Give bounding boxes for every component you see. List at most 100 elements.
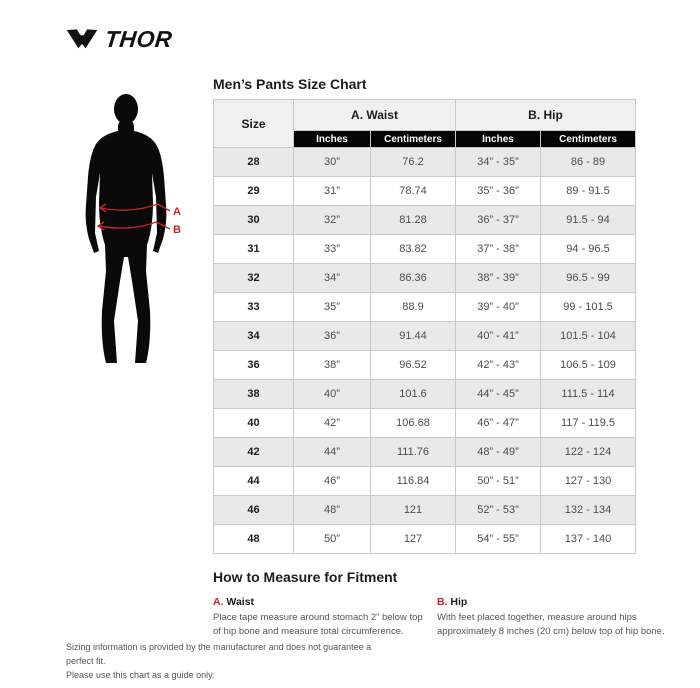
size-cell: 48 — [213, 524, 294, 554]
hip-inches-cell: 40” - 41” — [455, 321, 541, 351]
waist-inches-cell: 32” — [293, 205, 371, 235]
waist-cm-cell: 127 — [370, 524, 456, 554]
table-row: 36 38” 96.52 42” - 43” 106.5 - 109 — [213, 350, 637, 380]
size-cell: 42 — [213, 437, 294, 467]
waist-inches-cell: 44” — [293, 437, 371, 467]
waist-label-a: A — [173, 206, 181, 218]
hip-inches-cell: 54” - 55” — [455, 524, 541, 554]
measure-label-hip: Hip — [450, 596, 468, 608]
waist-measure-line — [100, 203, 171, 212]
size-cell: 34 — [213, 321, 294, 351]
hip-inches-cell: 44” - 45” — [455, 379, 541, 409]
waist-inches-cell: 48” — [293, 495, 371, 525]
waist-cm-cell: 121 — [370, 495, 456, 525]
hip-measure-line — [98, 221, 171, 230]
subheader-hip-inches: Inches — [455, 130, 541, 148]
hip-inches-cell: 35” - 36” — [455, 176, 541, 206]
hip-inches-cell: 37” - 38” — [455, 234, 541, 264]
thor-logo: THOR — [66, 26, 174, 53]
size-chart-body: 28 30” 76.2 34” - 35” 86 - 89 29 31” 78.74 35” -… — [213, 147, 637, 554]
hip-inches-cell: 50” - 51” — [455, 466, 541, 496]
waist-inches-cell: 46” — [293, 466, 371, 496]
hip-label-b: B — [173, 224, 181, 236]
hip-cm-cell: 122 - 124 — [539, 437, 637, 467]
hip-cm-cell: 96.5 - 99 — [539, 263, 637, 293]
waist-inches-cell: 42” — [293, 408, 371, 438]
hip-inches-cell: 36” - 37” — [455, 205, 541, 235]
hip-cm-cell: 127 - 130 — [539, 466, 637, 496]
table-row: 28 30” 76.2 34” - 35” 86 - 89 — [213, 147, 637, 177]
size-cell: 44 — [213, 466, 294, 496]
size-cell: 28 — [213, 147, 294, 177]
waist-inches-cell: 35” — [293, 292, 371, 322]
measure-key-b: B. — [437, 596, 448, 608]
size-cell: 46 — [213, 495, 294, 525]
page-title: Men’s Pants Size Chart — [213, 76, 367, 92]
hip-inches-cell: 34” - 35” — [455, 147, 541, 177]
table-row: 48 50” 127 54” - 55” 137 - 140 — [213, 524, 637, 554]
column-header-size: Size — [213, 99, 294, 148]
hip-cm-cell: 117 - 119.5 — [539, 408, 637, 438]
waist-cm-cell: 91.44 — [370, 321, 456, 351]
measure-section: How to Measure for Fitment A. Waist Plac… — [213, 569, 673, 639]
size-cell: 36 — [213, 350, 294, 380]
hip-cm-cell: 91.5 - 94 — [539, 205, 637, 235]
hip-cm-cell: 101.5 - 104 — [539, 321, 637, 351]
waist-cm-cell: 78.74 — [370, 176, 456, 206]
thor-logo-text: THOR — [103, 26, 174, 52]
hip-inches-cell: 38” - 39” — [455, 263, 541, 293]
size-cell: 31 — [213, 234, 294, 264]
hip-cm-cell: 106.5 - 109 — [539, 350, 637, 380]
waist-inches-cell: 30” — [293, 147, 371, 177]
subheader-waist-centimeters: Centimeters — [370, 130, 456, 148]
table-row: 33 35” 88.9 39” - 40” 99 - 101.5 — [213, 292, 637, 322]
measure-item-hip: B. Hip With feet placed together, measur… — [437, 596, 667, 639]
table-row: 38 40” 101.6 44” - 45” 111.5 - 114 — [213, 379, 637, 409]
waist-inches-cell: 40” — [293, 379, 371, 409]
waist-inches-cell: 38” — [293, 350, 371, 380]
measure-text-waist: Place tape measure around stomach 2” bel… — [213, 612, 423, 637]
body-silhouette-figure: A B — [85, 94, 181, 363]
male-silhouette — [85, 94, 167, 363]
waist-cm-cell: 83.82 — [370, 234, 456, 264]
waist-cm-cell: 96.52 — [370, 350, 456, 380]
waist-cm-cell: 88.9 — [370, 292, 456, 322]
hip-cm-cell: 86 - 89 — [539, 147, 637, 177]
table-row: 31 33” 83.82 37” - 38” 94 - 96.5 — [213, 234, 637, 264]
table-row: 34 36” 91.44 40” - 41” 101.5 - 104 — [213, 321, 637, 351]
thor-horns-icon — [66, 29, 98, 49]
disclaimer-line-1: Sizing information is provided by the ma… — [66, 642, 372, 666]
waist-cm-cell: 76.2 — [370, 147, 456, 177]
hip-line-arrowhead — [96, 221, 105, 231]
waist-inches-cell: 33” — [293, 234, 371, 264]
table-row: 30 32” 81.28 36” - 37” 91.5 - 94 — [213, 205, 637, 235]
size-cell: 33 — [213, 292, 294, 322]
hip-cm-cell: 89 - 91.5 — [539, 176, 637, 206]
size-cell: 29 — [213, 176, 294, 206]
hip-inches-cell: 48” - 49” — [455, 437, 541, 467]
main-content: Men’s Pants Size Chart Size A. Waist B. … — [213, 76, 637, 554]
table-row: 46 48” 121 52” - 53” 132 - 134 — [213, 495, 637, 525]
table-row: 44 46” 116.84 50” - 51” 127 - 130 — [213, 466, 637, 496]
waist-cm-cell: 81.28 — [370, 205, 456, 235]
size-cell: 40 — [213, 408, 294, 438]
waist-inches-cell: 31” — [293, 176, 371, 206]
measure-label-waist: Waist — [226, 596, 255, 608]
measure-key-a: A. — [213, 596, 224, 608]
size-cell: 32 — [213, 263, 294, 293]
measure-item-waist: A. Waist Place tape measure around stoma… — [213, 596, 423, 639]
waist-line-arrowhead — [98, 203, 107, 213]
hip-inches-cell: 52” - 53” — [455, 495, 541, 525]
table-row: 40 42” 106.68 46” - 47” 117 - 119.5 — [213, 408, 637, 438]
waist-cm-cell: 101.6 — [370, 379, 456, 409]
subheader-hip-centimeters: Centimeters — [539, 130, 637, 148]
size-cell: 38 — [213, 379, 294, 409]
subheader-waist-inches: Inches — [293, 130, 371, 148]
measure-heading: How to Measure for Fitment — [213, 569, 398, 585]
column-header-hip: B. Hip — [454, 99, 637, 131]
table-row: 29 31” 78.74 35” - 36” 89 - 91.5 — [213, 176, 637, 206]
hip-cm-cell: 132 - 134 — [539, 495, 637, 525]
waist-inches-cell: 36” — [293, 321, 371, 351]
size-chart-table: Size A. Waist B. Hip Inches Centimeters … — [213, 99, 637, 554]
